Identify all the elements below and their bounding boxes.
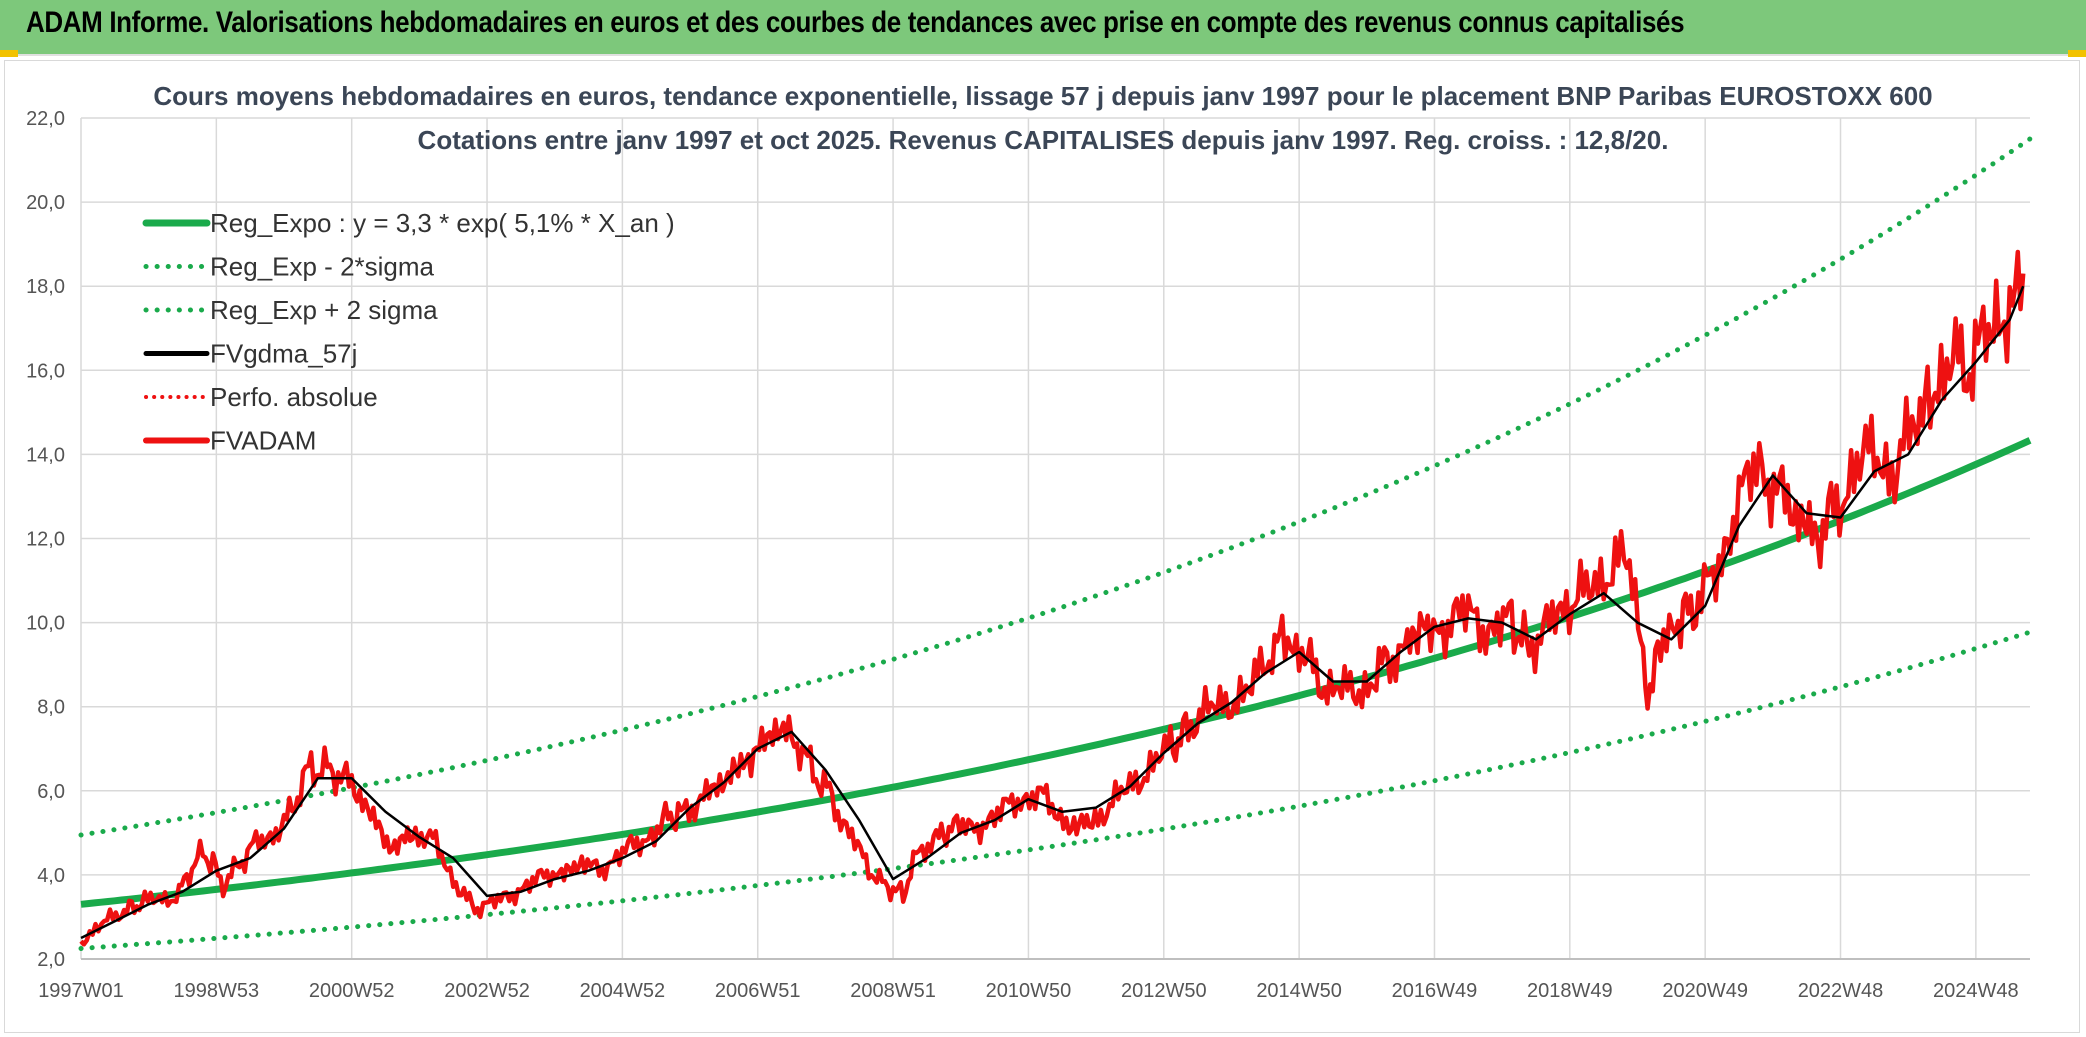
y-tick-label: 8,0 — [37, 697, 65, 719]
x-axis-ticks: 1997W01 1998W53 2000W52 2002W52 2004W52 2006W… — [38, 958, 2030, 1002]
regression-minus-2sigma-line — [78, 629, 2033, 951]
chart-subtitle: Cotations entre janv 1997 et oct 2025. R… — [418, 125, 1669, 155]
y-axis-ticks: 2,0 4,0 6,0 8,0 10,0 12,0 14,0 16,0 18,0 20,0 22,0 — [26, 108, 65, 971]
y-tick-label: 20,0 — [26, 192, 65, 214]
chart-title: Cours moyens hebdomadaires en euros, ten… — [153, 81, 1932, 111]
fvgdma-line — [80, 285, 2025, 940]
series-layer — [78, 136, 2033, 951]
legend-label-low: Reg_Exp - 2*sigma — [210, 252, 435, 282]
regression-plus-2sigma-line — [78, 136, 2033, 838]
banner-corner-right — [2068, 50, 2086, 57]
x-tick-label: 2006W51 — [715, 980, 801, 1002]
x-tick-label: 1998W53 — [174, 980, 260, 1002]
legend-label-perfo: Perfo. absolue — [210, 382, 378, 412]
y-tick-label: 22,0 — [26, 108, 65, 130]
legend-label-high: Reg_Exp + 2 sigma — [210, 295, 438, 325]
fvadam-line — [79, 249, 2026, 947]
x-tick-label: 2012W50 — [1121, 980, 1207, 1002]
y-tick-label: 2,0 — [37, 949, 65, 971]
banner: ADAM Informe. Valorisations hebdomadaire… — [0, 0, 2086, 57]
x-tick-label: 2014W50 — [1256, 980, 1342, 1002]
y-tick-label: 16,0 — [26, 360, 65, 382]
x-tick-label: 2010W50 — [986, 980, 1072, 1002]
x-tick-label: 2024W48 — [1933, 980, 2019, 1002]
x-tick-label: 2000W52 — [309, 980, 395, 1002]
x-tick-label: 2016W49 — [1392, 980, 1478, 1002]
y-tick-label: 6,0 — [37, 781, 65, 803]
chart-frame: 2,0 4,0 6,0 8,0 10,0 12,0 14,0 16,0 18,0 20,0 22,0… — [4, 60, 2080, 1033]
legend-label-fvgdma: FVgdma_57j — [210, 339, 357, 369]
y-tick-label: 10,0 — [26, 613, 65, 635]
report-title: ADAM Informe. Valorisations hebdomadaire… — [26, 6, 1685, 39]
x-tick-label: 2018W49 — [1527, 980, 1613, 1002]
legend: Reg_Expo : y = 3,3 * exp( 5,1% * X_an ) R… — [142, 208, 675, 456]
banner-corner-left — [0, 50, 18, 57]
x-tick-label: 2002W52 — [444, 980, 530, 1002]
legend-label-reg: Reg_Expo : y = 3,3 * exp( 5,1% * X_an ) — [210, 208, 675, 238]
x-tick-label: 2020W49 — [1662, 980, 1748, 1002]
vertical-gridlines — [80, 118, 1977, 959]
x-tick-label: 2004W52 — [580, 980, 666, 1002]
y-tick-label: 4,0 — [37, 865, 65, 887]
x-tick-label: 2022W48 — [1798, 980, 1884, 1002]
chart: 2,0 4,0 6,0 8,0 10,0 12,0 14,0 16,0 18,0 20,0 22,0… — [26, 81, 2033, 1002]
x-tick-label: 1997W01 — [38, 980, 124, 1002]
x-tick-label: 2008W51 — [850, 980, 936, 1002]
legend-label-fvadam: FVADAM — [210, 426, 316, 456]
y-tick-label: 18,0 — [26, 276, 65, 298]
y-tick-label: 12,0 — [26, 529, 65, 551]
y-tick-label: 14,0 — [26, 444, 65, 466]
